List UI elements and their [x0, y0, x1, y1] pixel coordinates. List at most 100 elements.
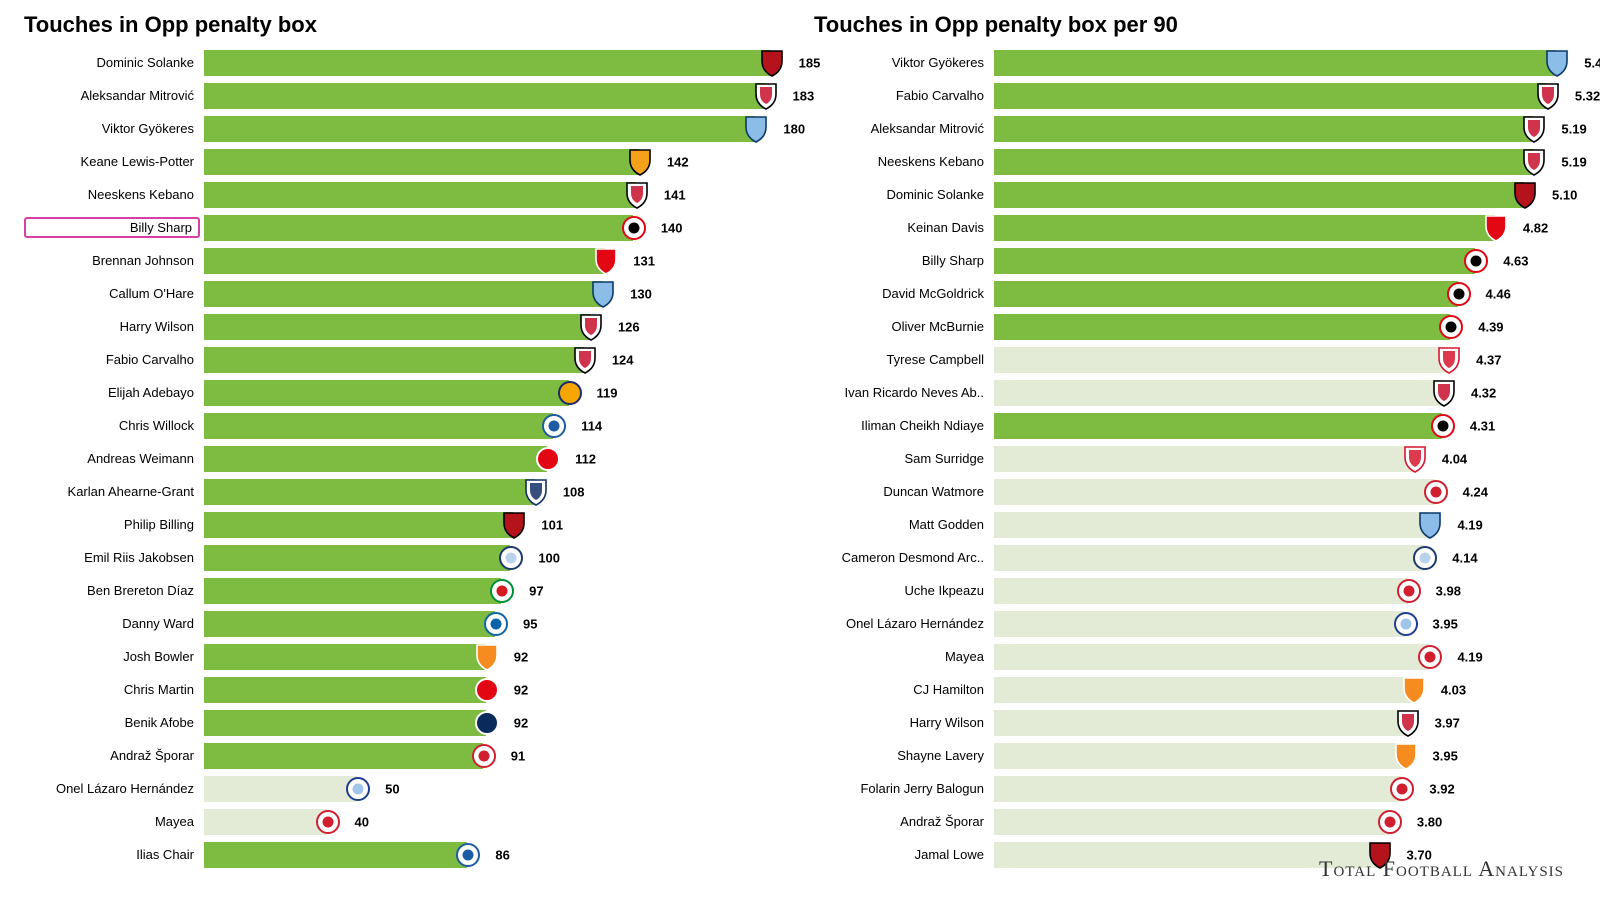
club-crest-icon	[759, 49, 785, 77]
player-label: Cameron Desmond Arc..	[814, 550, 994, 565]
bar-area: 100	[204, 541, 786, 574]
right-row: Sam Surridge 4.04	[814, 442, 1576, 475]
value-label: 4.32	[1471, 385, 1496, 400]
left-row: Andraž Šporar 91	[24, 739, 786, 772]
left-row: Chris Willock 114	[24, 409, 786, 442]
bar	[204, 116, 755, 142]
bar	[204, 710, 486, 736]
bar-area: 4.39	[994, 310, 1576, 343]
left-row: Andreas Weimann 112	[24, 442, 786, 475]
left-row: Emil Riis Jakobsen 100	[24, 541, 786, 574]
value-label: 100	[538, 550, 560, 565]
club-crest-icon	[1389, 775, 1415, 803]
bar	[204, 83, 765, 109]
club-crest-icon	[1417, 511, 1443, 539]
bar-area: 5.32	[994, 79, 1576, 112]
bar-area: 4.63	[994, 244, 1576, 277]
player-label: Billy Sharp	[814, 253, 994, 268]
right-row: Shayne Lavery 3.95	[814, 739, 1576, 772]
left-row: Callum O'Hare 130	[24, 277, 786, 310]
player-label: Mayea	[814, 649, 994, 664]
bar-area: 126	[204, 310, 786, 343]
left-row: Dominic Solanke 185	[24, 46, 786, 79]
bar	[204, 743, 483, 769]
player-label: Sam Surridge	[814, 451, 994, 466]
club-crest-icon	[627, 148, 653, 176]
player-label: Onel Lázaro Hernández	[814, 616, 994, 631]
player-label: Dominic Solanke	[24, 55, 204, 70]
player-label: Ilias Chair	[24, 847, 204, 862]
left-row: Danny Ward 95	[24, 607, 786, 640]
value-label: 108	[563, 484, 585, 499]
player-label: Mayea	[24, 814, 204, 829]
player-label: Karlan Ahearne-Grant	[24, 484, 204, 499]
bar	[994, 83, 1547, 109]
right-row: Keinan Davis 4.82	[814, 211, 1576, 244]
player-label: Aleksandar Mitrović	[24, 88, 204, 103]
bar-area: 4.82	[994, 211, 1576, 244]
bar-area: 119	[204, 376, 786, 409]
bar	[994, 248, 1475, 274]
club-crest-icon	[1395, 709, 1421, 737]
value-label: 92	[514, 682, 528, 697]
bar-area: 4.19	[994, 640, 1576, 673]
right-row: Cameron Desmond Arc.. 4.14	[814, 541, 1576, 574]
value-label: 3.98	[1436, 583, 1461, 598]
right-row: Mayea 4.19	[814, 640, 1576, 673]
bar	[204, 677, 486, 703]
left-row: Mayea 40	[24, 805, 786, 838]
value-label: 131	[633, 253, 655, 268]
bar-area: 95	[204, 607, 786, 640]
left-row: Ilias Chair 86	[24, 838, 786, 871]
club-crest-icon	[498, 544, 524, 572]
value-label: 4.19	[1457, 517, 1482, 532]
club-crest-icon	[1377, 808, 1403, 836]
club-crest-icon	[1431, 379, 1457, 407]
bar-area: 4.04	[994, 442, 1576, 475]
value-label: 91	[511, 748, 525, 763]
club-crest-icon	[1521, 115, 1547, 143]
bar	[994, 809, 1389, 835]
bar	[994, 182, 1524, 208]
value-label: 3.95	[1433, 748, 1458, 763]
player-label: Ben Brereton Díaz	[24, 583, 204, 598]
left-row: Ben Brereton Díaz 97	[24, 574, 786, 607]
value-label: 119	[597, 385, 618, 400]
player-label: Andraž Šporar	[24, 748, 204, 763]
club-crest-icon	[743, 115, 769, 143]
bar	[994, 545, 1424, 571]
bar-area: 86	[204, 838, 786, 871]
left-row: Brennan Johnson 131	[24, 244, 786, 277]
player-label: Benik Afobe	[24, 715, 204, 730]
club-crest-icon	[523, 478, 549, 506]
bar	[994, 116, 1533, 142]
left-chart-panel: Touches in Opp penalty box Dominic Solan…	[24, 12, 786, 888]
club-crest-icon	[345, 775, 371, 803]
bar-area: 3.95	[994, 739, 1576, 772]
bar-area: 4.03	[994, 673, 1576, 706]
right-row: Matt Godden 4.19	[814, 508, 1576, 541]
bar-area: 131	[204, 244, 786, 277]
bar-area: 4.37	[994, 343, 1576, 376]
club-crest-icon	[489, 577, 515, 605]
club-crest-icon	[1463, 247, 1489, 275]
value-label: 4.03	[1441, 682, 1466, 697]
player-label: Harry Wilson	[24, 319, 204, 334]
bar-area: 4.32	[994, 376, 1576, 409]
bar-area: 3.95	[994, 607, 1576, 640]
bar-area: 124	[204, 343, 786, 376]
bar	[204, 182, 636, 208]
club-crest-icon	[1393, 742, 1419, 770]
bar-area: 92	[204, 673, 786, 706]
watermark: Total Football Analysis	[1319, 856, 1564, 882]
player-label: Josh Bowler	[24, 649, 204, 664]
right-row: Onel Lázaro Hernández 3.95	[814, 607, 1576, 640]
bar	[204, 215, 633, 241]
value-label: 92	[514, 649, 528, 664]
value-label: 4.24	[1463, 484, 1488, 499]
bar	[994, 215, 1495, 241]
player-label: Elijah Adebayo	[24, 385, 204, 400]
value-label: 141	[664, 187, 686, 202]
bar	[994, 347, 1448, 373]
left-chart-rows: Dominic Solanke 185 Aleksandar Mitrović 1…	[24, 46, 786, 888]
